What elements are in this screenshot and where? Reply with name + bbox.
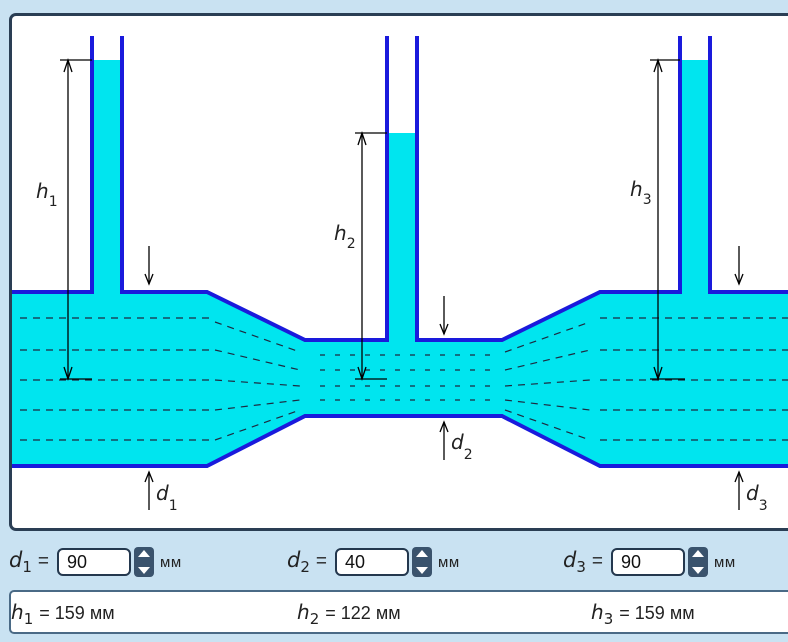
h1-value: 159 [54,603,85,623]
results-panel: h1 = 159 мм h2 = 122 мм h3 = 159 мм [9,590,788,634]
d3-spinner[interactable] [688,547,708,577]
d3-unit: мм [714,553,736,571]
h3-unit: мм [669,603,695,623]
d3-label: d3 [563,548,586,576]
pipe-water [12,292,788,466]
h2-equals: = [325,603,336,623]
d2-label: d2 [287,548,310,576]
spin-down-icon[interactable] [416,567,428,574]
d2-input[interactable] [335,548,409,576]
label-d2: d2 [451,430,473,463]
diagram-panel: h1 h2 h3 d1 d2 d3 [9,13,788,531]
h3-result: h3 = 159 мм [591,600,695,628]
tube-2-water [387,133,417,342]
pipe-walls [12,36,788,468]
d1-control: d1 = мм [9,544,182,580]
tube-3-water [680,60,710,294]
h2-unit: мм [375,603,401,623]
label-h2: h2 [334,221,356,252]
label-d3: d3 [746,481,768,514]
venturi-diagram: h1 h2 h3 d1 d2 d3 [12,36,788,514]
h3-equals: = [619,603,630,623]
height-dimensions [60,57,685,382]
d1-equals: = [37,551,49,572]
h1-equals: = [39,603,50,623]
diameter-controls: d1 = мм d2 = мм d3 = мм [0,538,788,588]
label-h3: h3 [630,177,652,208]
h3-result-label: h3 [591,600,614,628]
label-d1: d1 [156,481,178,514]
h2-value: 122 [340,603,371,623]
spin-up-icon[interactable] [416,550,428,557]
label-h1: h1 [36,179,58,210]
d3-control: d3 = мм [563,544,736,580]
d1-label: d1 [9,548,32,576]
spin-up-icon[interactable] [692,550,704,557]
d3-input[interactable] [611,548,685,576]
h3-value: 159 [634,603,665,623]
d3-equals: = [591,551,603,572]
d2-unit: мм [438,553,460,571]
h2-result-label: h2 [297,600,320,628]
h1-unit: мм [89,603,115,623]
d2-spinner[interactable] [412,547,432,577]
spin-up-icon[interactable] [138,550,150,557]
d1-unit: мм [160,553,182,571]
spin-down-icon[interactable] [692,567,704,574]
h2-result: h2 = 122 мм [297,600,401,628]
d2-control: d2 = мм [287,544,460,580]
h1-result-label: h1 [11,600,34,628]
tube-1-water [92,60,122,294]
d1-spinner[interactable] [134,547,154,577]
h1-result: h1 = 159 мм [11,600,115,628]
d1-input[interactable] [57,548,131,576]
spin-down-icon[interactable] [138,567,150,574]
d2-equals: = [315,551,327,572]
diameter-arrows [144,246,744,510]
flow-lines [20,317,788,441]
